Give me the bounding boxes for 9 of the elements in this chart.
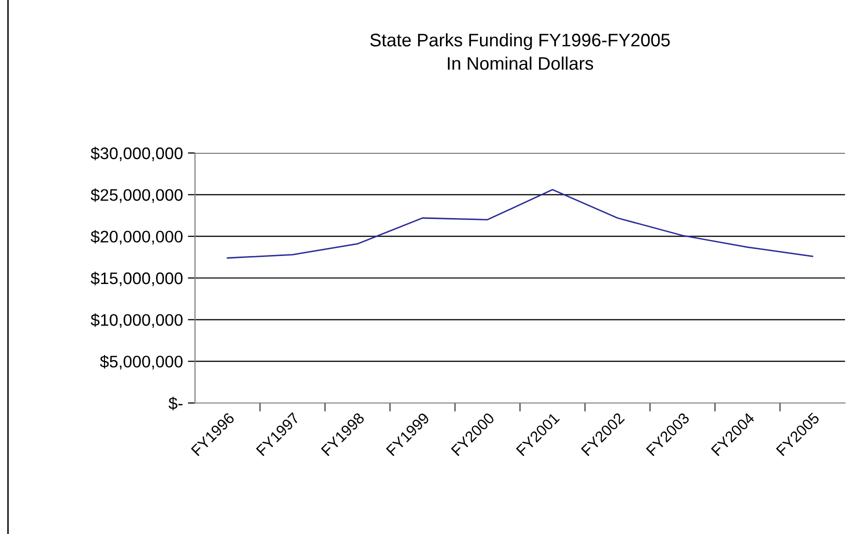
y-tick-label: $- [168,396,182,410]
y-tick-label: $20,000,000 [90,230,183,245]
y-tick-label: $30,000,000 [90,146,183,162]
chart-title: State Parks Funding FY1996-FY2005 In Nominal Dollars [370,33,670,70]
y-tick-label: $15,000,000 [90,272,183,286]
y-tick-label: $25,000,000 [90,188,183,203]
y-tick-label: $5,000,000 [100,355,183,370]
line-series [226,188,814,259]
y-tick-label: $10,000,000 [90,313,183,328]
